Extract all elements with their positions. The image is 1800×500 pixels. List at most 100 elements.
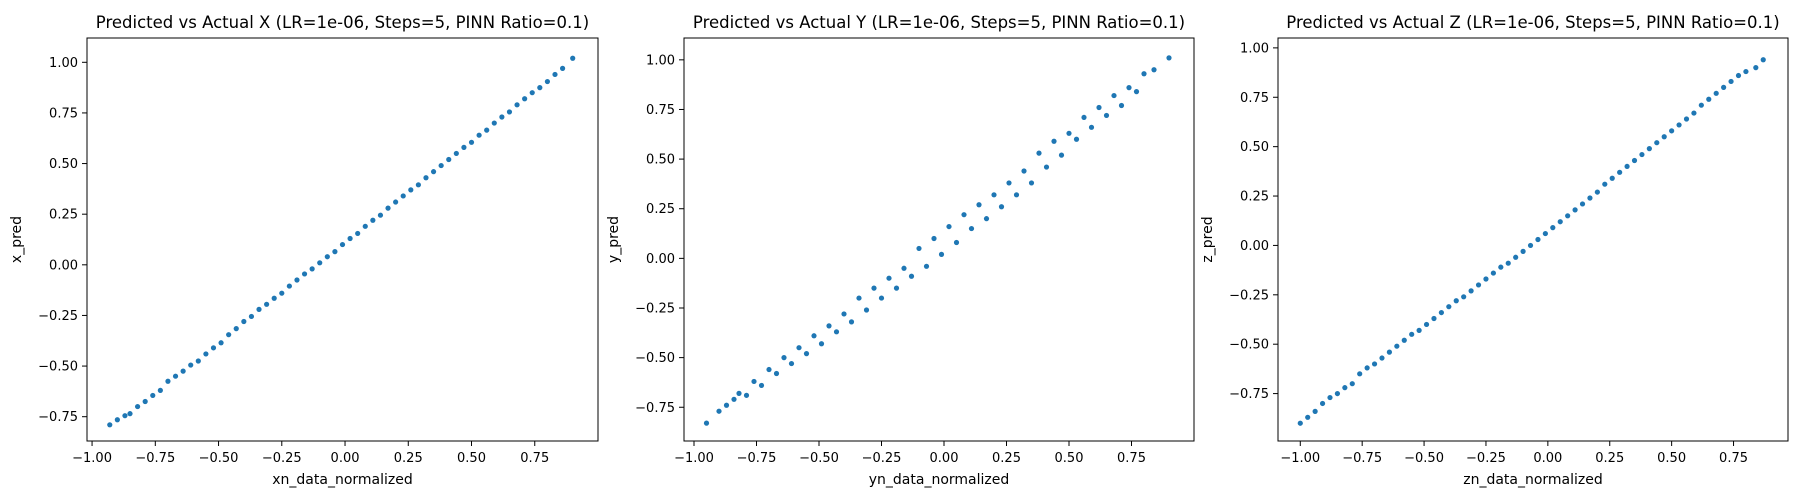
data-point xyxy=(743,392,750,398)
y-tick-label: 0.25 xyxy=(646,202,675,217)
data-point xyxy=(1036,150,1042,156)
subplot-y: Predicted vs Actual Y (LR=1e-06, Steps=5… xyxy=(606,13,1195,488)
data-point xyxy=(1624,163,1630,170)
data-point xyxy=(1438,309,1444,316)
data-point xyxy=(1743,68,1749,75)
data-point xyxy=(1654,140,1660,146)
data-point xyxy=(803,351,810,357)
data-point xyxy=(1133,89,1140,95)
data-point xyxy=(1713,90,1719,96)
data-point xyxy=(938,251,945,257)
x-axis-label: xn_data_normalized xyxy=(272,472,413,488)
y-tick-label: 0.75 xyxy=(49,106,78,121)
data-point xyxy=(1312,408,1318,414)
data-point xyxy=(134,403,141,410)
y-tick-label: 0.50 xyxy=(646,153,675,168)
data-point xyxy=(1572,207,1578,213)
data-point xyxy=(476,132,482,138)
data-point xyxy=(1431,315,1437,322)
data-point xyxy=(172,373,179,379)
data-point xyxy=(946,223,952,230)
data-point xyxy=(991,192,997,198)
data-point xyxy=(218,340,224,346)
data-point xyxy=(1141,71,1147,77)
data-point xyxy=(1468,288,1474,294)
data-point xyxy=(491,120,497,126)
data-point xyxy=(1066,130,1072,136)
subplot-z: Predicted vs Actual Z (LR=1e-06, Steps=5… xyxy=(1200,13,1789,488)
data-point xyxy=(1043,164,1050,170)
data-point xyxy=(893,285,900,291)
data-point xyxy=(339,241,346,248)
data-point xyxy=(1394,343,1400,349)
y-tick-label: −0.75 xyxy=(635,401,675,416)
data-point xyxy=(1535,236,1541,243)
data-point xyxy=(1371,361,1378,367)
x-tick-label: 0.00 xyxy=(930,451,959,466)
data-point xyxy=(324,254,330,260)
data-point xyxy=(122,413,128,419)
y-tick-label: 1.00 xyxy=(646,53,675,68)
x-tick-label: −0.25 xyxy=(262,451,302,466)
data-point xyxy=(723,402,730,408)
data-point xyxy=(142,398,148,405)
data-point xyxy=(1676,122,1682,128)
data-point xyxy=(317,260,323,266)
y-tick-label: −0.25 xyxy=(1229,288,1269,303)
data-point xyxy=(731,396,737,402)
data-point xyxy=(203,351,209,357)
data-point xyxy=(264,301,270,307)
y-tick-label: −0.75 xyxy=(38,410,78,425)
x-tick-label: 0.25 xyxy=(992,451,1021,466)
data-point xyxy=(1617,169,1623,175)
y-tick-label: 1.00 xyxy=(1240,41,1269,56)
y-tick-label: 0.00 xyxy=(49,258,78,273)
x-tick-label: 0.50 xyxy=(457,451,486,466)
data-point xyxy=(393,199,399,205)
y-tick-label: −0.25 xyxy=(38,309,78,324)
x-tick-label: 0.50 xyxy=(1055,451,1084,466)
data-point xyxy=(818,341,825,347)
data-point xyxy=(1453,298,1459,304)
x-tick-label: −0.50 xyxy=(1404,451,1444,466)
data-point xyxy=(552,71,558,78)
data-point xyxy=(514,102,520,108)
data-point xyxy=(499,114,505,120)
data-point xyxy=(1594,189,1600,195)
data-point xyxy=(976,202,982,208)
data-point xyxy=(286,283,292,289)
x-tick-label: 0.75 xyxy=(1117,451,1146,466)
data-point xyxy=(773,370,780,377)
data-point xyxy=(833,329,840,335)
data-point xyxy=(453,150,459,157)
data-point xyxy=(811,333,817,339)
data-point xyxy=(309,266,315,272)
data-point xyxy=(968,225,975,232)
data-point xyxy=(1081,114,1087,121)
data-point xyxy=(1661,134,1667,140)
x-tick-label: 0.50 xyxy=(1657,451,1686,466)
plot-frame xyxy=(683,37,1195,442)
data-point xyxy=(1683,116,1690,122)
data-point xyxy=(415,182,421,188)
data-point xyxy=(370,217,376,223)
data-point xyxy=(248,313,255,320)
data-point xyxy=(529,90,535,96)
data-point xyxy=(438,162,444,169)
data-point xyxy=(537,85,543,91)
data-point xyxy=(271,295,277,301)
data-point xyxy=(355,230,361,237)
subplot-x: Predicted vs Actual X (LR=1e-06, Steps=5… xyxy=(9,13,599,488)
data-point xyxy=(703,420,710,426)
data-point xyxy=(559,65,566,71)
x-axis-label: zn_data_normalized xyxy=(1463,472,1603,488)
x-tick-label: 0.75 xyxy=(1719,451,1748,466)
data-point xyxy=(1058,152,1065,158)
data-point xyxy=(301,271,308,277)
data-point xyxy=(408,187,414,193)
data-point xyxy=(157,387,163,393)
data-point xyxy=(736,390,742,396)
data-point xyxy=(1587,195,1593,201)
data-point xyxy=(506,109,513,115)
y-tick-label: −0.50 xyxy=(1229,338,1269,353)
